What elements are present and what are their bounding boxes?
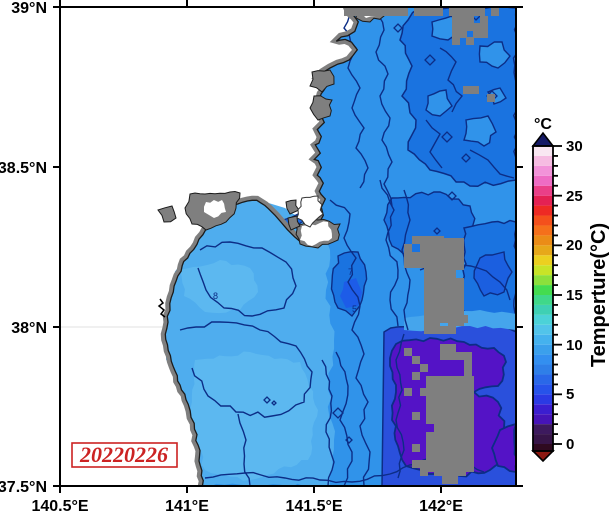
svg-text:142°E: 142°E [419,498,463,513]
svg-text:8: 8 [213,291,218,301]
svg-text:15: 15 [566,287,583,304]
svg-text:141°E: 141°E [165,498,209,513]
svg-text:5: 5 [566,386,574,403]
svg-text:30: 30 [566,138,583,155]
svg-text:20220226: 20220226 [79,442,168,467]
svg-text:5: 5 [352,304,357,314]
svg-text:38°N: 38°N [11,320,47,337]
svg-text:140.5°E: 140.5°E [31,498,88,513]
svg-text:7: 7 [348,267,353,277]
svg-text:°C: °C [534,116,552,133]
svg-text:10: 10 [566,337,583,354]
svg-text:25: 25 [566,188,583,205]
svg-text:37.5°N: 37.5°N [0,479,47,496]
svg-text:Temperture(°C): Temperture(°C) [588,223,610,367]
svg-text:0: 0 [566,436,574,453]
svg-text:38.5°N: 38.5°N [0,160,47,177]
svg-text:141.5°E: 141.5°E [285,498,342,513]
svg-text:20: 20 [566,237,583,254]
svg-text:39°N: 39°N [11,0,47,17]
